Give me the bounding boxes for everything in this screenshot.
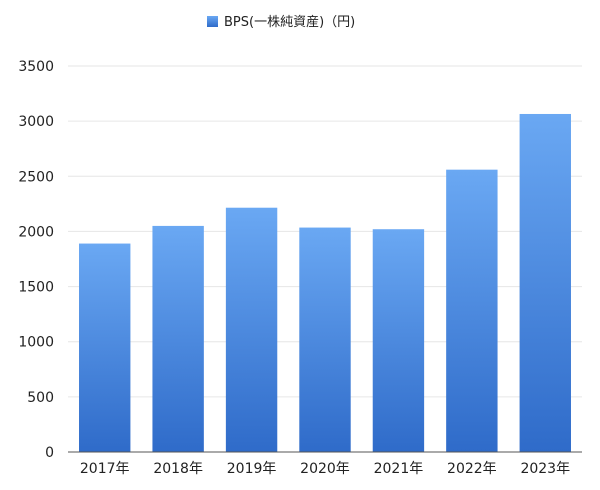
y-axis-ticks: 0 500 1000 1500 2000 2500 3000 3500 bbox=[18, 59, 54, 461]
y-tick-label: 1000 bbox=[18, 335, 54, 351]
bar-3 bbox=[225, 207, 278, 452]
x-tick-label: 2019年 bbox=[227, 461, 277, 477]
bar-1 bbox=[79, 243, 131, 452]
bar-4 bbox=[299, 227, 351, 452]
x-tick-label: 2022年 bbox=[447, 461, 497, 477]
y-tick-label: 2000 bbox=[18, 224, 54, 240]
x-tick-label: 2020年 bbox=[300, 461, 350, 477]
bar-7 bbox=[519, 113, 571, 452]
x-axis-ticks: 2017年 2018年 2019年 2020年 2021年 2022年 2023年 bbox=[80, 461, 570, 477]
y-tick-label: 0 bbox=[45, 445, 54, 461]
legend-label: BPS(一株純資産)（円) bbox=[224, 14, 355, 30]
x-tick-label: 2023年 bbox=[520, 461, 570, 477]
bars bbox=[79, 113, 571, 452]
y-tick-label: 1500 bbox=[18, 280, 54, 296]
bar-2 bbox=[152, 225, 204, 452]
y-tick-label: 2500 bbox=[18, 169, 54, 185]
x-tick-label: 2018年 bbox=[153, 461, 203, 477]
y-tick-label: 3500 bbox=[18, 59, 54, 75]
legend-swatch bbox=[207, 16, 218, 27]
bar-5 bbox=[372, 229, 425, 452]
bar-6 bbox=[446, 169, 498, 452]
y-tick-label: 3000 bbox=[18, 114, 54, 130]
chart-legend: BPS(一株純資産)（円) bbox=[207, 14, 355, 30]
x-tick-label: 2021年 bbox=[374, 461, 424, 477]
x-tick-label: 2017年 bbox=[80, 461, 130, 477]
y-tick-label: 500 bbox=[27, 390, 54, 406]
